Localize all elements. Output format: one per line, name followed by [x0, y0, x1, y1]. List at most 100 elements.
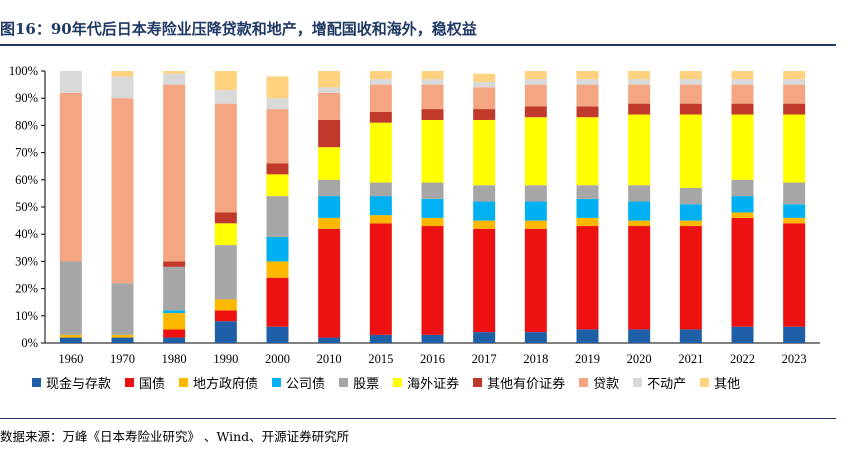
x-tick-label: 2000	[265, 352, 290, 366]
bar-segment	[59, 71, 82, 93]
bar-segment	[421, 71, 444, 80]
bar-segment	[111, 76, 134, 99]
bar-segment	[783, 204, 806, 218]
bar-segment	[628, 71, 651, 80]
legend-label: 股票	[353, 377, 380, 392]
bar-segment	[266, 109, 289, 164]
bar-segment	[318, 228, 341, 338]
bar-segment	[111, 337, 134, 343]
legend-label: 公司债	[286, 377, 326, 392]
bar-segment	[628, 220, 651, 227]
bar-segment	[163, 266, 186, 311]
y-tick-label: 100%	[9, 64, 38, 78]
bar-segment	[318, 147, 341, 180]
legend-swatch	[579, 378, 589, 387]
bar-segment	[783, 223, 806, 327]
bar-segment	[421, 84, 444, 110]
bar-segment	[628, 226, 651, 330]
bar-segment	[59, 261, 82, 335]
bar-segment	[679, 329, 702, 343]
bar-segment	[163, 329, 186, 338]
bar-segment	[731, 79, 754, 85]
bar-segment	[524, 228, 547, 333]
x-tick-label: 2019	[575, 352, 600, 366]
bar-segment	[628, 185, 651, 202]
bar-segment	[266, 163, 289, 175]
bar-segment	[576, 329, 599, 343]
legend-item: 国债	[125, 373, 165, 392]
bar-segment	[576, 226, 599, 330]
bar-segment	[524, 79, 547, 85]
legend: 现金与存款 国债 地方政府债 公司债 股票 海外证券 其他有价证券 贷款 不动产 其他	[32, 373, 740, 392]
bar-segment	[783, 79, 806, 85]
bar-segment	[318, 119, 341, 148]
legend-item: 公司债	[272, 373, 325, 392]
bar-segment	[266, 174, 289, 197]
bar-segment	[524, 117, 547, 186]
legend-item: 地方政府债	[179, 373, 258, 392]
bar-segment	[576, 106, 599, 118]
bar-segment	[576, 198, 599, 218]
bar-segment	[783, 84, 806, 104]
x-tick-label: 2018	[523, 352, 548, 366]
legend-item: 不动产	[633, 373, 686, 392]
bar-segment	[369, 84, 392, 112]
bar-segment	[731, 114, 754, 180]
bar-segment	[266, 98, 289, 110]
bar-segment	[731, 212, 754, 218]
legend-label: 其他有价证券	[487, 377, 566, 392]
bar-segment	[318, 337, 341, 343]
bar-segment	[266, 196, 289, 237]
bar-segment	[266, 277, 289, 327]
bar-segment	[576, 84, 599, 107]
bar-segment	[318, 217, 341, 229]
bar-segment	[524, 201, 547, 221]
bar-segment	[628, 84, 651, 104]
legend-label: 地方政府债	[193, 377, 259, 392]
bar-segment	[783, 326, 806, 343]
bar-segment	[524, 84, 547, 107]
bar-segment	[473, 228, 496, 333]
y-tick-label: 0%	[21, 336, 38, 350]
legend-item: 其他	[700, 373, 740, 392]
bar-segment	[214, 103, 237, 213]
bar-segment	[369, 215, 392, 224]
bar-segment	[111, 283, 134, 335]
bar-segment	[473, 220, 496, 229]
x-tick-label: 2022	[730, 352, 755, 366]
bar-segment	[59, 92, 82, 262]
y-tick-label: 30%	[15, 254, 38, 268]
bar-segment	[783, 182, 806, 205]
bar-segment	[421, 119, 444, 183]
legend-swatch	[339, 378, 349, 387]
y-tick-label: 70%	[15, 146, 38, 160]
x-tick-label: 2017	[472, 352, 497, 366]
legend-swatch	[473, 378, 483, 387]
legend-label: 海外证券	[407, 377, 460, 392]
bar-segment	[576, 185, 599, 199]
bar-segment	[214, 223, 237, 246]
bar-segment	[679, 226, 702, 330]
bar-segment	[369, 196, 392, 216]
bar-segment	[628, 103, 651, 115]
bar-segment	[473, 185, 496, 202]
bar-segment	[524, 332, 547, 343]
bar-segment	[369, 122, 392, 183]
bar-segment	[369, 334, 392, 343]
y-tick-label: 90%	[15, 91, 38, 105]
bar-segment	[266, 236, 289, 262]
bar-segment	[369, 223, 392, 335]
y-tick-label: 20%	[15, 282, 38, 296]
bar-segment	[318, 71, 341, 88]
bar-segment	[421, 109, 444, 120]
bar-segment	[628, 201, 651, 221]
x-tick-label: 2023	[782, 352, 807, 366]
bar-segment	[266, 76, 289, 99]
bar-segment	[576, 217, 599, 227]
bar-segment	[214, 71, 237, 91]
legend-label: 贷款	[593, 377, 620, 392]
bar-segment	[679, 204, 702, 221]
bar-segment	[731, 179, 754, 197]
bar-segment	[318, 87, 341, 93]
bar-segment	[473, 73, 496, 82]
